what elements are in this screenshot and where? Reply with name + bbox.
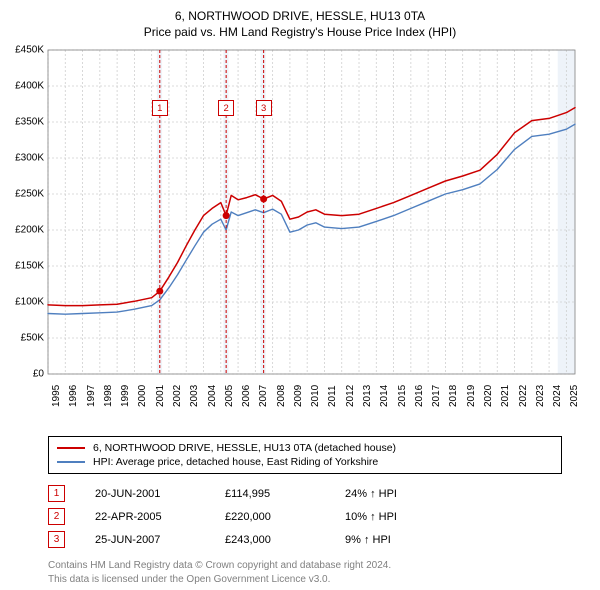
x-tick-label: 2019 <box>466 385 477 407</box>
legend-item: 6, NORTHWOOD DRIVE, HESSLE, HU13 0TA (de… <box>57 441 553 455</box>
transaction-row: 1 20-JUN-2001£114,99524% ↑ HPI <box>48 482 562 505</box>
x-tick-label: 1999 <box>120 385 131 407</box>
x-tick-label: 1997 <box>86 385 97 407</box>
transaction-date: 25-JUN-2007 <box>95 534 225 546</box>
y-tick-label: £300K <box>15 153 44 164</box>
transaction-marker: 2 <box>218 100 234 116</box>
x-tick-label: 1996 <box>68 385 79 407</box>
y-tick-label: £100K <box>15 297 44 308</box>
transaction-marker: 3 <box>256 100 272 116</box>
transaction-number-box: 3 <box>48 531 65 548</box>
transaction-date: 22-APR-2005 <box>95 511 225 523</box>
x-tick-label: 2000 <box>137 385 148 407</box>
transaction-vs-hpi: 9% ↑ HPI <box>345 534 562 546</box>
x-tick-label: 2011 <box>327 386 338 408</box>
legend-color-swatch <box>57 461 85 463</box>
x-tick-label: 2022 <box>518 385 529 407</box>
footer-line2: This data is licensed under the Open Gov… <box>48 573 562 587</box>
x-tick-label: 2020 <box>483 385 494 407</box>
attribution-footer: Contains HM Land Registry data © Crown c… <box>48 559 562 586</box>
transaction-price: £243,000 <box>225 534 345 546</box>
legend-item: HPI: Average price, detached house, East… <box>57 455 553 469</box>
x-tick-label: 2004 <box>207 385 218 407</box>
x-tick-label: 1998 <box>103 385 114 407</box>
x-tick-label: 2021 <box>500 385 511 407</box>
y-tick-label: £350K <box>15 117 44 128</box>
transaction-price: £114,995 <box>225 488 345 500</box>
transaction-vs-hpi: 24% ↑ HPI <box>345 488 562 500</box>
transaction-price: £220,000 <box>225 511 345 523</box>
transaction-date: 20-JUN-2001 <box>95 488 225 500</box>
y-tick-label: £0 <box>33 369 44 380</box>
legend: 6, NORTHWOOD DRIVE, HESSLE, HU13 0TA (de… <box>48 436 562 474</box>
y-tick-label: £450K <box>15 45 44 56</box>
x-tick-label: 2007 <box>258 385 269 407</box>
transaction-number-box: 1 <box>48 485 65 502</box>
x-tick-label: 2009 <box>293 385 304 407</box>
x-tick-label: 2018 <box>448 385 459 407</box>
x-tick-label: 2015 <box>397 385 408 407</box>
transaction-row: 3 25-JUN-2007£243,0009% ↑ HPI <box>48 528 562 551</box>
transaction-marker: 1 <box>152 100 168 116</box>
footer-line1: Contains HM Land Registry data © Crown c… <box>48 559 562 573</box>
x-tick-label: 2005 <box>224 385 235 407</box>
legend-label: 6, NORTHWOOD DRIVE, HESSLE, HU13 0TA (de… <box>93 442 396 454</box>
x-tick-label: 2025 <box>569 385 580 407</box>
x-tick-label: 2002 <box>172 385 183 407</box>
title-line1: 6, NORTHWOOD DRIVE, HESSLE, HU13 0TA <box>0 8 600 24</box>
transactions-table: 1 20-JUN-2001£114,99524% ↑ HPI 2 22-APR-200… <box>48 482 562 551</box>
x-tick-label: 2001 <box>155 385 166 407</box>
x-tick-label: 2010 <box>310 385 321 407</box>
x-tick-label: 1995 <box>51 385 62 407</box>
x-tick-label: 2008 <box>276 385 287 407</box>
chart-svg <box>0 40 600 430</box>
y-tick-label: £250K <box>15 189 44 200</box>
x-tick-label: 2014 <box>379 385 390 407</box>
x-tick-label: 2017 <box>431 385 442 407</box>
x-tick-label: 2013 <box>362 385 373 407</box>
x-tick-label: 2016 <box>414 385 425 407</box>
x-tick-label: 2024 <box>552 385 563 407</box>
transaction-vs-hpi: 10% ↑ HPI <box>345 511 562 523</box>
x-tick-label: 2023 <box>535 385 546 407</box>
y-tick-label: £200K <box>15 225 44 236</box>
legend-color-swatch <box>57 447 85 449</box>
chart-area: £0 £50K £100K £150K £200K £250K £300K £350K £400… <box>0 40 600 430</box>
chart-titles: 6, NORTHWOOD DRIVE, HESSLE, HU13 0TA Pri… <box>0 0 600 40</box>
transaction-row: 2 22-APR-2005£220,00010% ↑ HPI <box>48 505 562 528</box>
y-tick-label: £400K <box>15 81 44 92</box>
x-tick-label: 2003 <box>189 385 200 407</box>
title-line2: Price paid vs. HM Land Registry's House … <box>0 24 600 40</box>
y-tick-label: £150K <box>15 261 44 272</box>
transaction-number-box: 2 <box>48 508 65 525</box>
legend-label: HPI: Average price, detached house, East… <box>93 456 378 468</box>
x-tick-label: 2006 <box>241 385 252 407</box>
x-tick-label: 2012 <box>345 385 356 407</box>
y-tick-label: £50K <box>21 333 44 344</box>
